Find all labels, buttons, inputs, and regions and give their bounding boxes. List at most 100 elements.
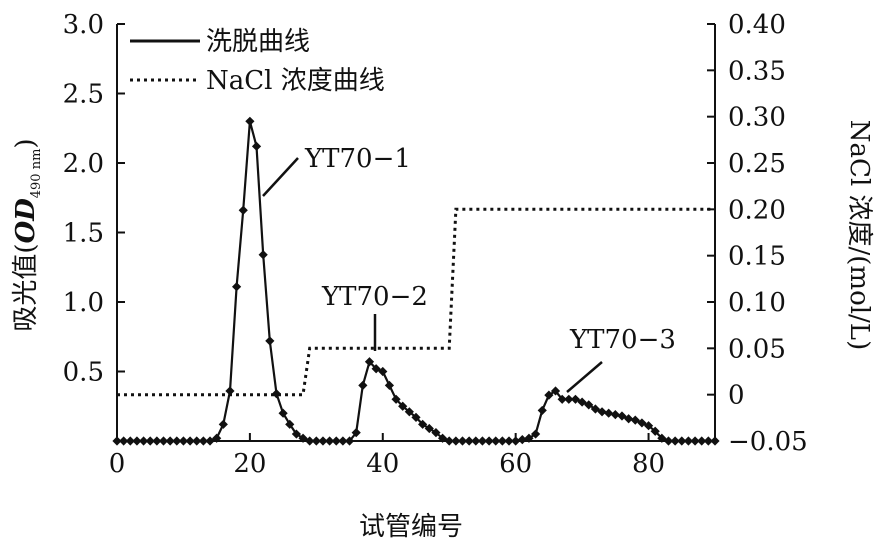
elution-data-point: [497, 436, 507, 446]
elution-data-point: [251, 141, 262, 151]
elution-data-point: [245, 116, 255, 126]
axes-layer: 0 20 40 60 80 0.5 1.0 1.5 2.0 2.5 3.0 −0.05 0 0.05 0.1…: [63, 10, 808, 479]
peak-label-yt70-3: YT70−3: [569, 325, 676, 355]
elution-data-point: [597, 407, 607, 417]
elution-data-point: [557, 394, 567, 404]
elution-data-point: [398, 401, 408, 411]
elution-data-point: [663, 436, 674, 446]
y-right-tick-label: 0.15: [728, 242, 786, 272]
elution-data-point: [511, 436, 521, 446]
y-right-tick-label: −0.05: [728, 427, 808, 457]
elution-data-point: [265, 336, 275, 346]
elution-data-point: [358, 380, 368, 390]
y-axis-right-title: NaCl 浓度/(mol/L): [844, 120, 874, 350]
elution-data-point: [657, 433, 667, 443]
elution-data-point: [205, 436, 215, 446]
y-right-tick-label: 0.05: [728, 334, 786, 364]
y-left-tick-label: 3.0: [63, 10, 104, 40]
elution-data-point: [138, 436, 149, 446]
elution-data-point: [338, 436, 348, 446]
nacl-concentration-line: [117, 207, 715, 397]
elution-data-point: [238, 205, 248, 215]
elution-data-point: [305, 436, 315, 446]
elution-data-point: [192, 436, 202, 446]
elution-data-point: [537, 405, 547, 416]
elution-data-point: [318, 436, 328, 446]
elution-data-point: [384, 380, 395, 390]
peak-label-yt70-2: YT70−2: [321, 282, 428, 312]
elution-data-point: [697, 436, 707, 446]
elution-data-point: [158, 436, 169, 446]
elution-data-point: [271, 389, 282, 399]
annotation-layer: YT70−1 YT70−2 YT70−3: [262, 144, 676, 393]
elution-data-point: [325, 436, 335, 446]
elution-data-point: [650, 426, 660, 436]
elution-data-point: [477, 436, 488, 446]
elution-data-point: [610, 409, 620, 420]
x-axis-title: 试管编号: [359, 512, 463, 542]
elution-data-point: [112, 436, 122, 446]
elution-data-point: [351, 428, 361, 438]
legend-label-elution: 洗脱曲线: [206, 27, 310, 57]
elution-data-point: [331, 436, 341, 446]
y-right-tick-label: 0.10: [728, 288, 786, 318]
elution-data-point: [457, 436, 468, 446]
elution-data-point: [437, 433, 448, 443]
peak-leader-yt70-3: [566, 361, 603, 393]
elution-data-point: [371, 364, 381, 374]
elution-data-point: [378, 366, 388, 377]
peak-label-yt70-1: YT70−1: [304, 144, 411, 174]
y-right-tick-label: 0.30: [728, 103, 786, 133]
y-right-tick-label: 0: [728, 381, 745, 411]
elution-data-point: [643, 421, 654, 431]
elution-data-point: [670, 436, 680, 446]
elution-data-point: [544, 390, 554, 400]
elution-data-point: [125, 436, 135, 446]
elution-data-point: [311, 436, 321, 446]
elution-data-point: [285, 419, 295, 429]
y-left-title-od: OD: [11, 198, 41, 244]
elution-data-point: [198, 436, 208, 446]
y-left-title-close: ): [11, 138, 41, 148]
elution-data-point: [298, 433, 308, 443]
elution-data-point: [212, 433, 222, 443]
y-right-tick-label: 0.25: [728, 149, 786, 179]
elution-data-point: [145, 436, 155, 446]
elution-data-point: [524, 433, 534, 443]
elution-data-point: [291, 429, 301, 439]
x-tick-label: 80: [632, 449, 665, 479]
elution-data-point: [218, 419, 228, 429]
elution-data-point: [683, 436, 694, 446]
elution-data-point: [471, 436, 481, 446]
elution-data-point: [577, 397, 587, 407]
peak-leader-yt70-1: [262, 157, 299, 197]
x-tick-label: 60: [499, 449, 532, 479]
y-left-tick-label: 0.5: [63, 358, 104, 388]
elution-data-point: [637, 418, 647, 428]
elution-data-point: [550, 386, 561, 396]
elution-data-point: [504, 436, 514, 446]
elution-data-point: [172, 436, 182, 446]
elution-data-point: [491, 436, 501, 446]
legend: 洗脱曲线 NaCl 浓度曲线: [130, 27, 385, 96]
elution-data-point: [165, 436, 175, 446]
legend-label-nacl: NaCl 浓度曲线: [206, 66, 385, 96]
elution-data-point: [604, 408, 614, 418]
elution-data-point: [411, 412, 421, 422]
elution-data-point: [464, 436, 474, 446]
elution-data-point: [364, 357, 375, 367]
elution-data-point: [258, 250, 268, 260]
elution-data-point: [424, 423, 434, 434]
elution-data-point: [531, 429, 541, 439]
y-left-title-sub: 490 nm: [29, 149, 44, 199]
elution-data-point: [624, 414, 634, 424]
elution-data-point: [391, 394, 401, 404]
elution-data-point: [570, 394, 581, 404]
y-right-tick-label: 0.35: [728, 56, 786, 86]
y-right-tick-label: 0.40: [728, 10, 786, 40]
elution-data-point: [132, 436, 142, 446]
x-tick-label: 20: [233, 449, 266, 479]
elution-data-point: [564, 394, 574, 404]
